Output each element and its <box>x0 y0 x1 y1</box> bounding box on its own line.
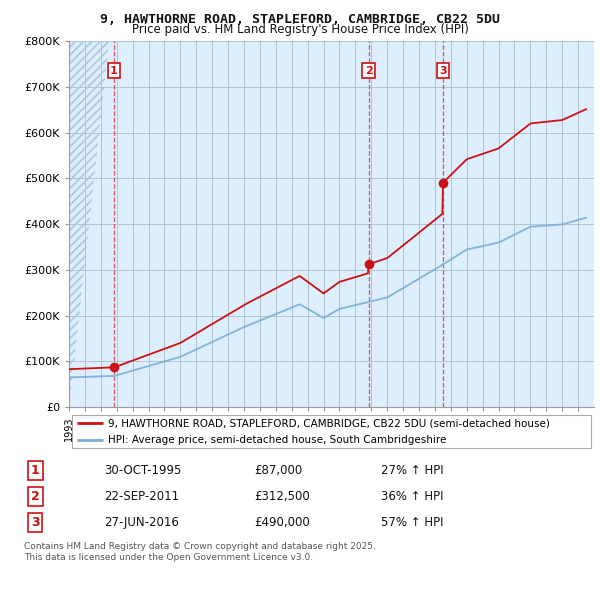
Text: 1: 1 <box>31 464 40 477</box>
Text: 27-JUN-2016: 27-JUN-2016 <box>104 516 179 529</box>
Text: 22-SEP-2011: 22-SEP-2011 <box>104 490 179 503</box>
Text: Price paid vs. HM Land Registry's House Price Index (HPI): Price paid vs. HM Land Registry's House … <box>131 23 469 36</box>
Text: £490,000: £490,000 <box>254 516 310 529</box>
Text: 36% ↑ HPI: 36% ↑ HPI <box>380 490 443 503</box>
Text: 3: 3 <box>31 516 40 529</box>
Text: 57% ↑ HPI: 57% ↑ HPI <box>380 516 443 529</box>
Text: HPI: Average price, semi-detached house, South Cambridgeshire: HPI: Average price, semi-detached house,… <box>109 435 447 445</box>
Text: 27% ↑ HPI: 27% ↑ HPI <box>380 464 443 477</box>
Text: 3: 3 <box>439 65 446 76</box>
Polygon shape <box>69 41 109 407</box>
Text: 30-OCT-1995: 30-OCT-1995 <box>104 464 182 477</box>
Text: £87,000: £87,000 <box>254 464 302 477</box>
Text: 2: 2 <box>31 490 40 503</box>
Text: 1: 1 <box>110 65 118 76</box>
Text: £312,500: £312,500 <box>254 490 310 503</box>
Text: 2: 2 <box>365 65 373 76</box>
Text: 9, HAWTHORNE ROAD, STAPLEFORD, CAMBRIDGE, CB22 5DU (semi-detached house): 9, HAWTHORNE ROAD, STAPLEFORD, CAMBRIDGE… <box>109 418 550 428</box>
FancyBboxPatch shape <box>71 415 592 448</box>
Text: 9, HAWTHORNE ROAD, STAPLEFORD, CAMBRIDGE, CB22 5DU: 9, HAWTHORNE ROAD, STAPLEFORD, CAMBRIDGE… <box>100 13 500 26</box>
Text: Contains HM Land Registry data © Crown copyright and database right 2025.
This d: Contains HM Land Registry data © Crown c… <box>24 542 376 562</box>
